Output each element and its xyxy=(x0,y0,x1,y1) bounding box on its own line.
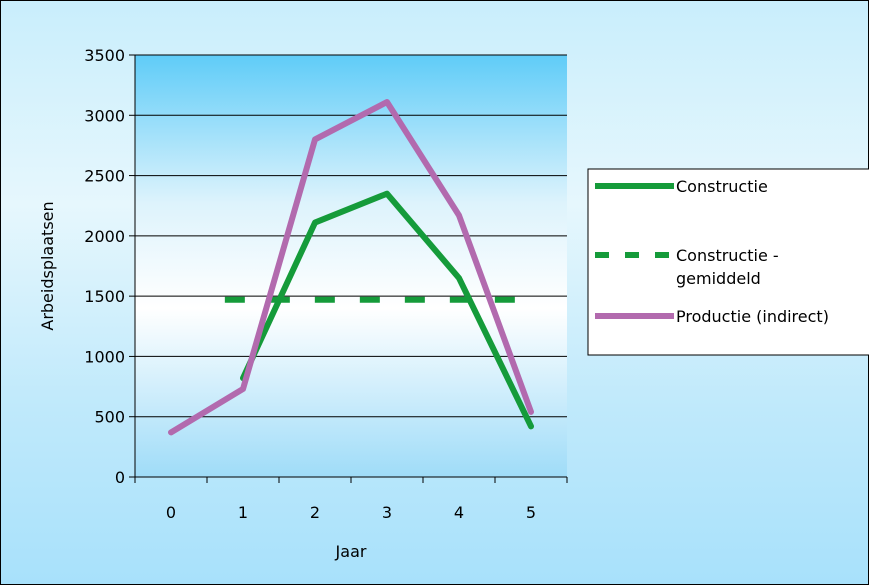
plot-area xyxy=(135,55,567,477)
x-tick-label: 4 xyxy=(454,503,464,522)
y-tick-label: 1000 xyxy=(84,347,125,366)
axes: 0 500 1000 1500 2000 2500 3000 3500 0 1 2 3 4 5 xyxy=(84,46,568,522)
grid-lines xyxy=(135,54,567,418)
legend-box xyxy=(587,168,869,356)
y-tick-label: 2500 xyxy=(84,167,125,186)
x-tick-label: 0 xyxy=(166,503,176,522)
legend-label-2: gemiddeld xyxy=(676,269,761,288)
y-axis-title: Arbeidsplaatsen xyxy=(38,201,57,330)
y-tick-label: 1500 xyxy=(84,287,125,306)
x-tick-label: 1 xyxy=(238,503,248,522)
y-tick-label: 3000 xyxy=(84,106,125,125)
x-tick-label: 3 xyxy=(382,503,392,522)
series-line-3 xyxy=(168,99,534,436)
x-axis-title: Jaar xyxy=(335,542,367,561)
y-tick-label: 0 xyxy=(115,468,125,487)
legend: Constructie Constructie - gemiddeld Product… xyxy=(587,168,869,356)
y-tick-label: 3500 xyxy=(84,46,125,65)
x-tick-label: 2 xyxy=(310,503,320,522)
series-line-1 xyxy=(240,190,534,430)
legend-label-1: Constructie xyxy=(676,177,768,196)
series-layer xyxy=(168,99,534,436)
x-tick-label: 5 xyxy=(526,503,536,522)
legend-label-3: Productie (indirect) xyxy=(676,307,829,326)
y-tick-label: 500 xyxy=(94,408,125,427)
legend-label-2: Constructie - xyxy=(676,246,779,265)
y-tick-label: 2000 xyxy=(84,227,125,246)
